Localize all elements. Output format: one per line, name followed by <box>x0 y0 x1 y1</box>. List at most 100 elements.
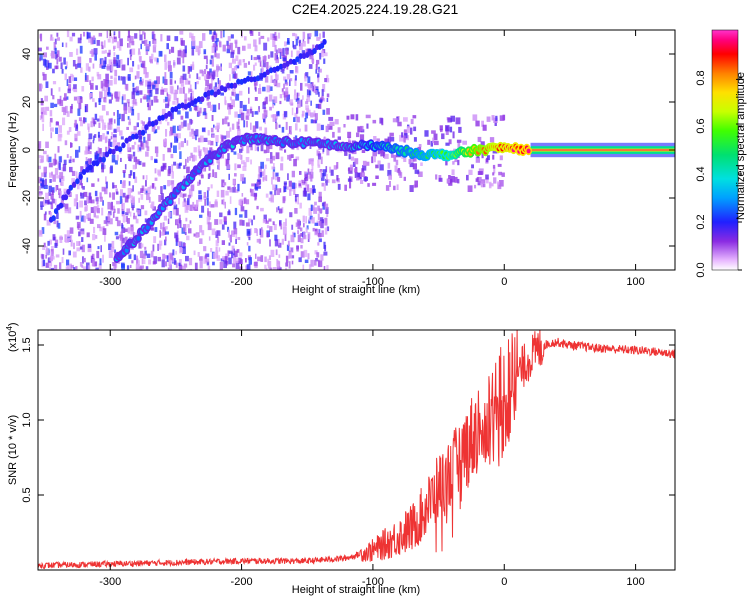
noise-speckle <box>38 47 42 52</box>
spectrogram-x-ticks: -300 -200 -100 0 100 <box>99 30 645 288</box>
secondary-ridge-point <box>177 103 182 110</box>
noise-speckle <box>174 80 176 84</box>
noise-speckle <box>187 97 190 101</box>
snr-series-line <box>38 330 675 570</box>
noise-speckle <box>56 175 60 179</box>
secondary-ridge-point <box>144 124 149 131</box>
noise-speckle <box>276 264 280 268</box>
noise-speckle <box>162 76 165 84</box>
noise-speckle <box>45 106 50 111</box>
noise-speckle <box>499 115 505 121</box>
noise-speckle <box>115 216 119 221</box>
noise-speckle <box>184 138 186 143</box>
noise-speckle <box>49 256 54 262</box>
noise-speckle <box>96 250 100 259</box>
noise-speckle <box>136 209 141 215</box>
noise-speckle <box>84 205 88 211</box>
noise-speckle <box>468 169 473 175</box>
noise-speckle <box>132 104 135 111</box>
secondary-ridge-point <box>68 184 74 191</box>
noise-speckle <box>127 35 130 42</box>
noise-speckle <box>235 261 240 270</box>
noise-speckle <box>92 35 96 41</box>
noise-speckle <box>352 161 356 167</box>
noise-speckle <box>354 158 359 165</box>
noise-speckle <box>60 62 63 69</box>
noise-speckle <box>343 124 346 128</box>
noise-speckle <box>138 135 142 143</box>
noise-speckle <box>54 38 57 45</box>
secondary-ridge-point <box>288 58 293 65</box>
noise-speckle <box>155 149 159 157</box>
noise-speckle <box>168 265 172 270</box>
noise-speckle <box>430 140 433 147</box>
noise-speckle <box>95 85 98 90</box>
noise-speckle <box>121 223 123 229</box>
noise-speckle <box>207 130 210 136</box>
secondary-ridge-point <box>75 178 80 185</box>
noise-speckle <box>210 184 213 189</box>
noise-speckle <box>97 178 100 182</box>
noise-speckle <box>80 192 85 199</box>
noise-speckle <box>134 75 137 80</box>
noise-speckle <box>105 146 108 155</box>
noise-speckle <box>254 111 259 115</box>
y-tick-label: -40 <box>21 238 33 254</box>
noise-speckle <box>102 152 106 160</box>
noise-speckle <box>321 219 324 224</box>
noise-speckle <box>355 114 359 121</box>
noise-speckle <box>276 239 280 245</box>
noise-speckle <box>71 170 76 176</box>
noise-speckle <box>447 117 452 123</box>
noise-speckle <box>216 230 221 236</box>
noise-speckle <box>216 158 220 164</box>
noise-speckle <box>284 233 287 241</box>
noise-speckle <box>414 169 420 174</box>
noise-speckle <box>363 176 368 181</box>
noise-speckle <box>126 194 130 199</box>
noise-speckle <box>40 178 44 182</box>
noise-speckle <box>221 240 225 245</box>
noise-speckle <box>182 265 186 270</box>
noise-speckle <box>273 96 278 104</box>
noise-speckle <box>219 219 223 225</box>
noise-speckle <box>313 259 317 266</box>
noise-speckle <box>262 113 266 120</box>
noise-speckle <box>326 265 329 270</box>
noise-speckle <box>452 131 455 139</box>
noise-speckle <box>59 178 62 183</box>
noise-speckle <box>38 142 41 150</box>
noise-speckle <box>42 73 47 81</box>
noise-speckle <box>114 160 118 165</box>
noise-speckle <box>165 129 168 137</box>
noise-speckle <box>288 180 292 187</box>
noise-speckle <box>209 147 213 154</box>
noise-speckle <box>84 105 87 113</box>
noise-speckle <box>121 263 125 270</box>
noise-speckle <box>112 140 117 148</box>
noise-speckle <box>265 193 269 198</box>
noise-speckle <box>234 39 238 44</box>
noise-speckle <box>281 238 284 245</box>
colorbar-ticks: 0.00.20.40.60.8 <box>695 70 742 278</box>
noise-speckle <box>160 186 163 194</box>
noise-speckle <box>98 263 102 270</box>
noise-speckle <box>121 113 125 122</box>
noise-speckle <box>139 77 142 83</box>
noise-speckle <box>163 88 168 93</box>
noise-speckle <box>210 140 214 146</box>
noise-speckle <box>116 200 120 205</box>
noise-speckle <box>133 125 137 131</box>
noise-speckle <box>102 254 104 263</box>
noise-speckle <box>296 245 299 252</box>
noise-speckle <box>254 87 257 92</box>
noise-speckle <box>50 127 54 132</box>
noise-speckle <box>133 98 137 105</box>
noise-speckle <box>481 152 484 159</box>
noise-speckle <box>228 242 231 246</box>
noise-speckle <box>93 135 95 141</box>
noise-speckle <box>46 66 49 70</box>
noise-speckle <box>104 234 106 242</box>
secondary-ridge-point <box>147 120 152 127</box>
noise-speckle <box>79 246 83 250</box>
